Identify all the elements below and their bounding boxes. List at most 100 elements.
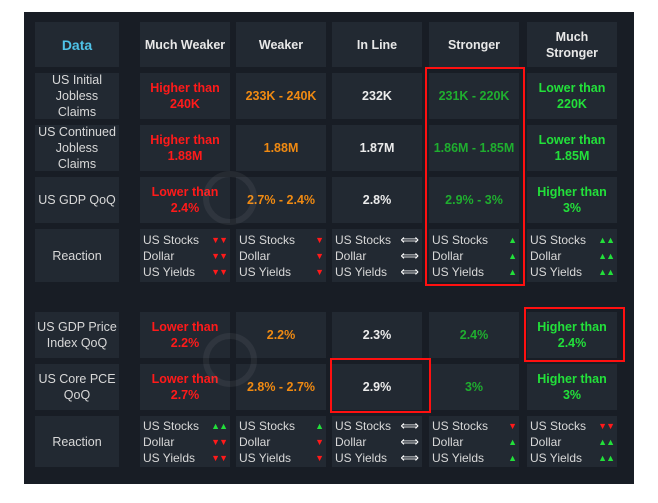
value-cell: Higher than 240K <box>140 73 230 119</box>
reaction-line: US Yields ▼ <box>239 450 324 466</box>
reaction-line: US Yields ▼▼ <box>143 450 228 466</box>
value-cell: Higher than 3% <box>527 364 617 410</box>
reaction-line: US Yields ⟺ <box>335 264 419 280</box>
reaction-label: Reaction <box>35 229 119 282</box>
up-arrow-icon: ▲ <box>508 452 517 463</box>
reaction-line: Dollar ▲▲ <box>530 434 615 450</box>
value-cell: Lower than 1.85M <box>527 125 617 171</box>
value-cell: 2.9% <box>332 364 422 410</box>
down-arrow-icon: ▼ <box>315 266 324 277</box>
down-arrow-icon: ▼▼ <box>598 420 615 431</box>
asset-label: US Stocks <box>432 418 489 433</box>
asset-label: Dollar <box>143 248 175 263</box>
asset-label: Dollar <box>530 248 562 263</box>
asset-label: Dollar <box>432 434 464 449</box>
asset-label: Dollar <box>143 434 175 449</box>
value-cell: Lower than 2.2% <box>140 312 230 358</box>
reaction-line: US Stocks ▼▼ <box>143 232 228 248</box>
asset-label: US Stocks <box>530 232 587 247</box>
down-arrow-icon: ▼▼ <box>211 436 228 447</box>
value-cell: Lower than 2.4% <box>140 177 230 223</box>
up-arrow-icon: ▲ <box>508 436 517 447</box>
asset-label: Dollar <box>239 248 271 263</box>
reaction-line: US Stocks ▲ <box>432 232 517 248</box>
up-arrow-icon: ▲▲ <box>598 266 615 277</box>
down-arrow-icon: ▼ <box>315 452 324 463</box>
reaction-cell: US Stocks ▲ Dollar ▲ US Yields ▲ <box>429 229 519 282</box>
value-cell: Lower than 2.7% <box>140 364 230 410</box>
asset-label: Dollar <box>530 434 562 449</box>
asset-label: Dollar <box>432 248 464 263</box>
reaction-line: US Stocks ⟺ <box>335 232 419 248</box>
value-cell: Higher than 1.88M <box>140 125 230 171</box>
reaction-line: Dollar ⟺ <box>335 248 419 264</box>
reaction-line: US Yields ▲ <box>432 450 517 466</box>
asset-label: US Yields <box>530 450 583 465</box>
up-arrow-icon: ▲ <box>508 266 517 277</box>
reaction-line: Dollar ▲ <box>432 248 517 264</box>
value-cell: 2.8% - 2.7% <box>236 364 326 410</box>
row-label: US Continued Jobless Claims <box>35 125 119 171</box>
asset-label: US Stocks <box>335 418 392 433</box>
row-label: US GDP Price Index QoQ <box>35 312 119 358</box>
reaction-cell: US Stocks ▼▼ Dollar ▲▲ US Yields ▲▲ <box>527 416 617 467</box>
value-cell: Higher than 2.4% <box>527 312 617 358</box>
asset-label: US Yields <box>143 450 196 465</box>
header-data: Data <box>35 22 119 67</box>
up-arrow-icon: ▲▲ <box>211 420 228 431</box>
highlight-box-gdp-price-much-stronger <box>524 307 625 362</box>
asset-label: US Stocks <box>530 418 587 433</box>
asset-label: US Yields <box>239 264 292 279</box>
reaction-cell: US Stocks ▲▲ Dollar ▲▲ US Yields ▲▲ <box>527 229 617 282</box>
value-cell: 2.2% <box>236 312 326 358</box>
row-label: US Initial Jobless Claims <box>35 73 119 119</box>
up-arrow-icon: ▲▲ <box>598 436 615 447</box>
header-much-weaker: Much Weaker <box>140 22 230 67</box>
up-arrow-icon: ▲ <box>508 250 517 261</box>
asset-label: US Yields <box>239 450 292 465</box>
value-cell: 2.4% <box>429 312 519 358</box>
asset-label: US Yields <box>530 264 583 279</box>
asset-label: US Stocks <box>239 418 296 433</box>
reaction-line: Dollar ▼▼ <box>143 248 228 264</box>
down-arrow-icon: ▼▼ <box>211 266 228 277</box>
asset-label: Dollar <box>335 248 367 263</box>
header-much-stronger: Much Stronger <box>527 22 617 67</box>
header-in-line: In Line <box>332 22 422 67</box>
row-label: US GDP QoQ <box>35 177 119 223</box>
asset-label: US Stocks <box>335 232 392 247</box>
sideways-arrow-icon: ⟺ <box>400 433 419 449</box>
reaction-cell: US Stocks ⟺ Dollar ⟺ US Yields ⟺ <box>332 416 422 467</box>
sideways-arrow-icon: ⟺ <box>400 417 419 433</box>
row-label: US Core PCE QoQ <box>35 364 119 410</box>
down-arrow-icon: ▼▼ <box>211 250 228 261</box>
up-arrow-icon: ▲▲ <box>598 234 615 245</box>
highlight-box-core-pce-in-line <box>330 358 431 413</box>
reaction-line: Dollar ⟺ <box>335 434 419 450</box>
value-cell: 1.88M <box>236 125 326 171</box>
header-weaker: Weaker <box>236 22 326 67</box>
asset-label: US Yields <box>432 450 485 465</box>
reaction-line: US Yields ⟺ <box>335 450 419 466</box>
asset-label: Dollar <box>335 434 367 449</box>
asset-label: US Stocks <box>143 232 200 247</box>
reaction-cell: US Stocks ⟺ Dollar ⟺ US Yields ⟺ <box>332 229 422 282</box>
reaction-line: US Stocks ▼ <box>239 232 324 248</box>
down-arrow-icon: ▼▼ <box>211 234 228 245</box>
reaction-line: Dollar ▲▲ <box>530 248 615 264</box>
reaction-cell: US Stocks ▲ Dollar ▼ US Yields ▼ <box>236 416 326 467</box>
reaction-cell: US Stocks ▼ Dollar ▼ US Yields ▼ <box>236 229 326 282</box>
asset-label: US Yields <box>432 264 485 279</box>
reaction-label: Reaction <box>35 416 119 467</box>
value-cell: 2.8% <box>332 177 422 223</box>
reaction-line: US Stocks ▲ <box>239 418 324 434</box>
header-stronger: Stronger <box>429 22 519 67</box>
reaction-cell: US Stocks ▼▼ Dollar ▼▼ US Yields ▼▼ <box>140 229 230 282</box>
asset-label: US Stocks <box>432 232 489 247</box>
value-cell: Higher than 3% <box>527 177 617 223</box>
down-arrow-icon: ▼▼ <box>211 452 228 463</box>
down-arrow-icon: ▼ <box>315 234 324 245</box>
up-arrow-icon: ▲▲ <box>598 452 615 463</box>
up-arrow-icon: ▲ <box>508 234 517 245</box>
sideways-arrow-icon: ⟺ <box>400 247 419 263</box>
